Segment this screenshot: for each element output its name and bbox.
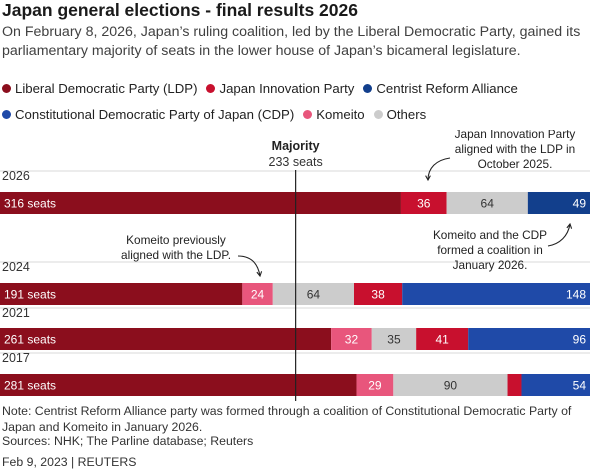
legend-label: Constitutional Democratic Party of Japan… xyxy=(15,107,295,122)
year-label: 2017 xyxy=(2,351,30,365)
data-label: 32 xyxy=(345,333,359,347)
bar-others xyxy=(272,283,354,305)
annotation-text: October 2025. xyxy=(478,157,553,171)
chart-title: Japan general elections - final results … xyxy=(2,0,358,20)
data-label: 316 seats xyxy=(4,197,56,211)
data-label: 41 xyxy=(436,333,450,347)
year-label: 2021 xyxy=(2,306,30,320)
legend-item: Komeito xyxy=(303,107,365,122)
bar-komeito xyxy=(331,328,372,350)
annotation-text: Komeito and the CDP xyxy=(433,228,547,242)
data-label: 261 seats xyxy=(4,333,56,347)
legend-label: Liberal Democratic Party (LDP) xyxy=(15,81,198,96)
legend-swatch xyxy=(2,84,11,93)
annotation-text: Komeito previously xyxy=(126,233,226,247)
data-label: 96 xyxy=(573,333,587,347)
stacked-bar-chart: 2026 316 seats 36 64 49 2024 191 seats 24 64 38 14… xyxy=(0,130,590,401)
legend-item: Japan Innovation Party xyxy=(206,81,354,96)
annotation-text: January 2026. xyxy=(453,258,528,272)
bar-others xyxy=(446,192,528,214)
majority-label: 233 seats xyxy=(269,155,323,169)
bar-ldp xyxy=(0,283,243,305)
bar-ldp xyxy=(0,328,332,350)
bar-ldp xyxy=(0,374,357,396)
note: Note: Centrist Reform Alliance party was… xyxy=(2,404,572,434)
legend-row: Liberal Democratic Party (LDP) Japan Inno… xyxy=(2,78,590,99)
data-label: 90 xyxy=(444,379,458,393)
sources: Sources: NHK; The Parline database; Reut… xyxy=(2,434,254,448)
data-label: 24 xyxy=(251,288,265,302)
annotation-arrowhead xyxy=(425,175,431,182)
data-label: 29 xyxy=(368,379,382,393)
bar-cdp xyxy=(468,328,590,350)
bar-cdp xyxy=(402,283,590,305)
bar-cra xyxy=(527,192,590,214)
data-label: 38 xyxy=(371,288,385,302)
bar-jip xyxy=(400,192,447,214)
annotation-text: aligned with the LDP. xyxy=(121,248,231,262)
annotation-arrowhead xyxy=(566,222,573,229)
bar-jip xyxy=(507,374,522,396)
legend-label: Centrist Reform Alliance xyxy=(376,81,518,96)
annotation-arrow xyxy=(427,157,451,181)
legend-swatch xyxy=(363,84,373,93)
legend-label: Komeito xyxy=(316,107,365,122)
year-label: 2026 xyxy=(2,169,30,183)
majority-title: Majority xyxy=(272,139,320,153)
annotation-arrow xyxy=(237,255,261,277)
legend-swatch xyxy=(206,84,216,93)
bar-others xyxy=(393,374,508,396)
legend-item: Others xyxy=(373,107,427,122)
legend-item: Liberal Democratic Party (LDP) xyxy=(2,81,197,96)
bar-komeito xyxy=(356,374,394,396)
legend-swatch xyxy=(373,110,383,119)
bar-jip xyxy=(416,328,469,350)
data-label: 35 xyxy=(387,333,401,347)
legend-label: Others xyxy=(386,107,427,122)
chart-subtitle: On February 8, 2026, Japan’s ruling coal… xyxy=(2,24,581,59)
data-label: 64 xyxy=(481,197,495,211)
data-label: 54 xyxy=(573,379,587,393)
legend-swatch xyxy=(2,110,11,119)
legend-item: Centrist Reform Alliance xyxy=(363,81,518,96)
bar-others xyxy=(371,328,417,350)
annotation-arrowhead xyxy=(256,271,263,278)
legend-row: Constitutional Democratic Party of Japan… xyxy=(2,104,590,125)
annotation-text: formed a coalition in xyxy=(437,243,543,257)
legend-item: Constitutional Democratic Party of Japan… xyxy=(2,107,294,122)
bar-jip xyxy=(354,283,403,305)
legend: Liberal Democratic Party (LDP) Japan Inno… xyxy=(2,78,590,130)
annotation-text: Japan Innovation Party xyxy=(455,130,576,141)
bar-komeito xyxy=(242,283,273,305)
dateline: Feb 9, 2023 | REUTERS xyxy=(2,455,137,469)
data-label: 49 xyxy=(573,197,587,211)
bar-ldp xyxy=(0,192,401,214)
data-label: 191 seats xyxy=(4,288,56,302)
data-label: 64 xyxy=(307,288,321,302)
annotation-arrow xyxy=(547,223,571,247)
year-label: 2024 xyxy=(2,260,30,274)
annotation-text: aligned with the LDP in xyxy=(455,142,575,156)
bar-cdp xyxy=(521,374,590,396)
data-label: 36 xyxy=(417,197,431,211)
legend-label: Japan Innovation Party xyxy=(219,81,355,96)
data-label: 148 xyxy=(566,288,586,302)
legend-swatch xyxy=(303,110,313,119)
data-label: 281 seats xyxy=(4,379,56,393)
